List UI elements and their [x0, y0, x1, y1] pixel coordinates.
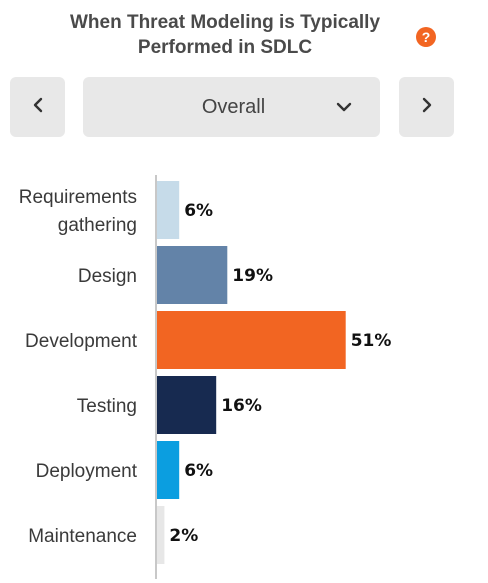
question-icon[interactable]: ? [416, 27, 436, 47]
value-label: 6% [184, 461, 213, 481]
category-label: Development [25, 331, 138, 352]
bar[interactable] [157, 311, 346, 369]
next-button[interactable] [399, 77, 454, 137]
category-label: Maintenance [28, 526, 137, 547]
chevron-down-icon [336, 101, 352, 113]
bar[interactable] [157, 246, 228, 304]
category-label: Testing [77, 396, 137, 417]
bar[interactable] [157, 441, 180, 499]
bar[interactable] [157, 181, 180, 239]
category-label: Requirements gathering [19, 187, 137, 236]
category-label: Design [78, 266, 137, 287]
bar-chart: Requirements gathering 6% Design 19% Developm… [19, 175, 392, 579]
category-label: Deployment [36, 461, 138, 482]
chevron-right-icon [421, 97, 433, 118]
value-label: 16% [221, 396, 262, 416]
value-label: 51% [351, 331, 392, 351]
bar[interactable] [157, 376, 217, 434]
segment-dropdown[interactable]: Overall [83, 77, 380, 137]
value-label: 2% [169, 526, 198, 546]
chart-title: When Threat Modeling is Typically Perfor… [69, 12, 381, 58]
segment-dropdown-value: Overall [201, 95, 266, 118]
bar[interactable] [157, 506, 165, 564]
chevron-left-icon [32, 97, 44, 118]
previous-button[interactable] [10, 77, 65, 137]
value-label: 19% [232, 266, 273, 286]
value-label: 6% [184, 201, 213, 221]
